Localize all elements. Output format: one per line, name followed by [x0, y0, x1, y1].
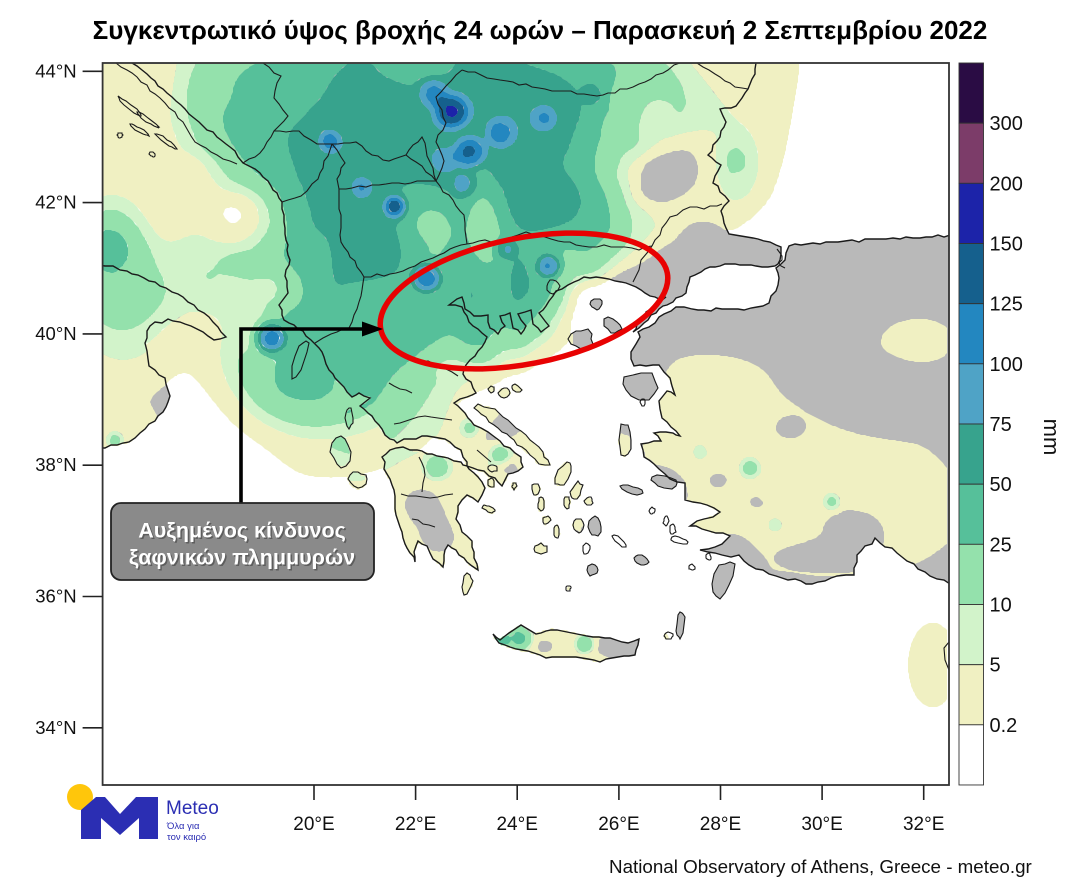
svg-text:Συγκεντρωτικό ύψος βροχής 24 ω: Συγκεντρωτικό ύψος βροχής 24 ωρών – Παρα…: [93, 15, 988, 45]
svg-text:32°E: 32°E: [903, 814, 944, 835]
svg-text:Αυξημένος κίνδυνος: Αυξημένος κίνδυνος: [140, 520, 348, 544]
svg-text:25: 25: [990, 534, 1012, 556]
svg-text:30°E: 30°E: [801, 814, 842, 835]
svg-text:42°N: 42°N: [35, 192, 76, 213]
svg-text:150: 150: [990, 234, 1023, 256]
svg-text:75: 75: [990, 414, 1012, 436]
svg-text:300: 300: [990, 113, 1023, 135]
svg-text:National Observatory of Athens: National Observatory of Athens, Greece -…: [609, 856, 1032, 877]
svg-text:50: 50: [990, 474, 1012, 496]
svg-text:28°E: 28°E: [700, 814, 741, 835]
svg-text:100: 100: [990, 354, 1023, 376]
svg-text:mm: mm: [1039, 419, 1064, 456]
svg-text:5: 5: [990, 655, 1001, 677]
svg-text:Όλα για: Όλα για: [166, 821, 200, 832]
svg-text:0.2: 0.2: [990, 715, 1018, 737]
svg-text:38°N: 38°N: [35, 454, 76, 475]
svg-text:40°N: 40°N: [35, 323, 76, 344]
svg-text:26°E: 26°E: [598, 814, 639, 835]
svg-text:20°E: 20°E: [293, 814, 334, 835]
svg-text:τον καιρό: τον καιρό: [167, 832, 206, 843]
svg-text:ξαφνικών πλημμυρών: ξαφνικών πλημμυρών: [130, 547, 356, 571]
svg-text:24°E: 24°E: [496, 814, 537, 835]
svg-text:Meteo: Meteo: [166, 798, 219, 819]
svg-text:34°N: 34°N: [35, 717, 76, 738]
svg-text:125: 125: [990, 294, 1023, 316]
svg-text:44°N: 44°N: [35, 60, 76, 81]
svg-text:22°E: 22°E: [395, 814, 436, 835]
svg-text:200: 200: [990, 173, 1023, 195]
svg-text:ξαφνικών πλημμυρών: ξαφνικών πλημμυρών: [129, 546, 355, 570]
svg-text:36°N: 36°N: [35, 586, 76, 607]
svg-text:Αυξημένος κίνδυνος: Αυξημένος κίνδυνος: [138, 519, 346, 543]
svg-text:10: 10: [990, 595, 1012, 617]
